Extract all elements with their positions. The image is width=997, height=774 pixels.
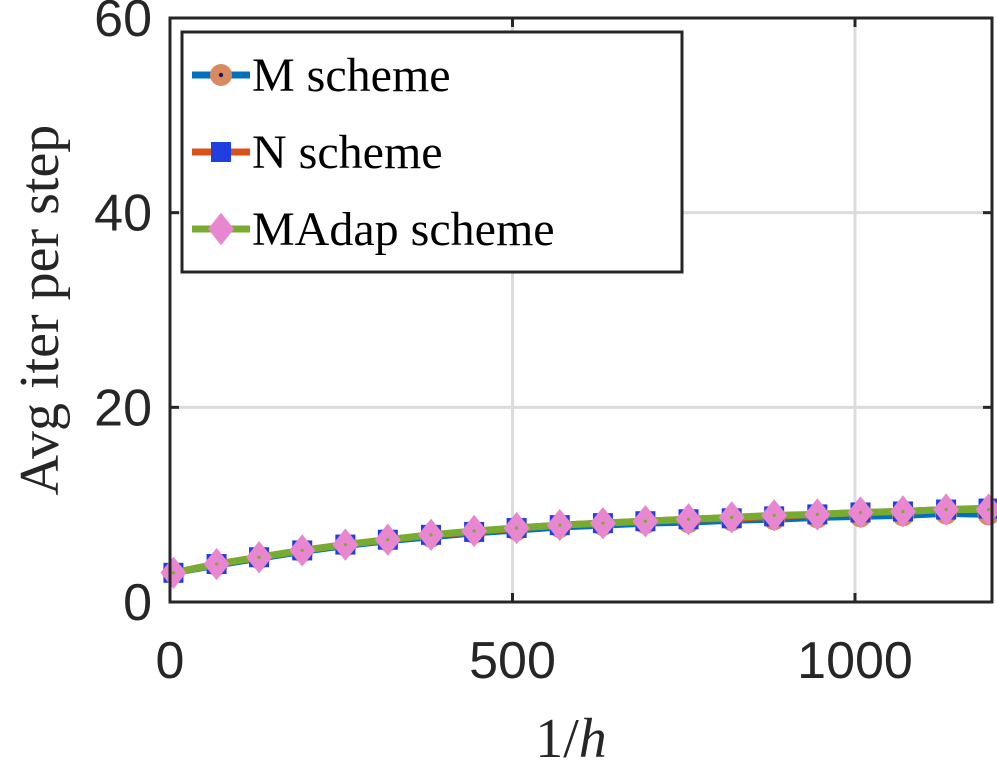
data-point-center [772, 513, 776, 517]
data-point-center [643, 519, 647, 523]
plot-frame [168, 16, 994, 604]
y-tick-label: 40 [94, 185, 152, 243]
y-tick-label: 0 [123, 574, 152, 632]
y-tick-label: 20 [94, 379, 152, 437]
data-point-center [515, 526, 519, 530]
x-axis-label-var: h [579, 708, 607, 770]
x-axis-label-num: 1/ [535, 708, 579, 770]
data-point-center [472, 529, 476, 533]
data-point-center [343, 542, 347, 547]
data-point-center [944, 507, 948, 512]
x-tick-label: 500 [469, 632, 556, 690]
data-point-center [986, 507, 991, 512]
y-axis-label: Avg iter per step [9, 125, 71, 496]
data-point-center [901, 509, 905, 514]
legend-entry: MAdap scheme [192, 203, 555, 256]
data-point-center [429, 533, 433, 537]
data-point-center [686, 517, 691, 521]
x-axis-label: 1/h [535, 708, 607, 770]
legend-label: M scheme [252, 49, 451, 102]
series-layer [160, 493, 997, 589]
data-point-center [601, 521, 605, 525]
data-point-center [558, 523, 562, 527]
data-point-center [257, 555, 261, 559]
x-tick-label: 1000 [797, 632, 913, 690]
legend-label: N scheme [252, 126, 443, 179]
tick-layer: 0 500 1000 0 20 40 60 [94, 0, 992, 690]
legend: M scheme N scheme MAdap scheme [180, 30, 684, 274]
legend-box [180, 30, 684, 274]
data-point-center [214, 562, 219, 566]
data-point-center [386, 538, 390, 542]
x-tick-label: 0 [156, 632, 185, 690]
data-point-center [858, 510, 863, 515]
legend-marker [208, 212, 234, 246]
data-point-center [171, 571, 176, 575]
y-tick-label: 60 [94, 0, 152, 48]
data-point-center [300, 548, 304, 553]
legend-entries: M scheme N scheme MAdap scheme [192, 49, 555, 256]
data-point-center [730, 515, 734, 519]
legend-entry: N scheme [192, 126, 443, 179]
legend-marker [211, 142, 231, 162]
data-point-center [815, 512, 819, 517]
legend-entry: M scheme [192, 49, 451, 102]
legend-marker-center [218, 72, 224, 78]
legend-label: MAdap scheme [252, 203, 555, 256]
series-madap-scheme [160, 493, 997, 589]
